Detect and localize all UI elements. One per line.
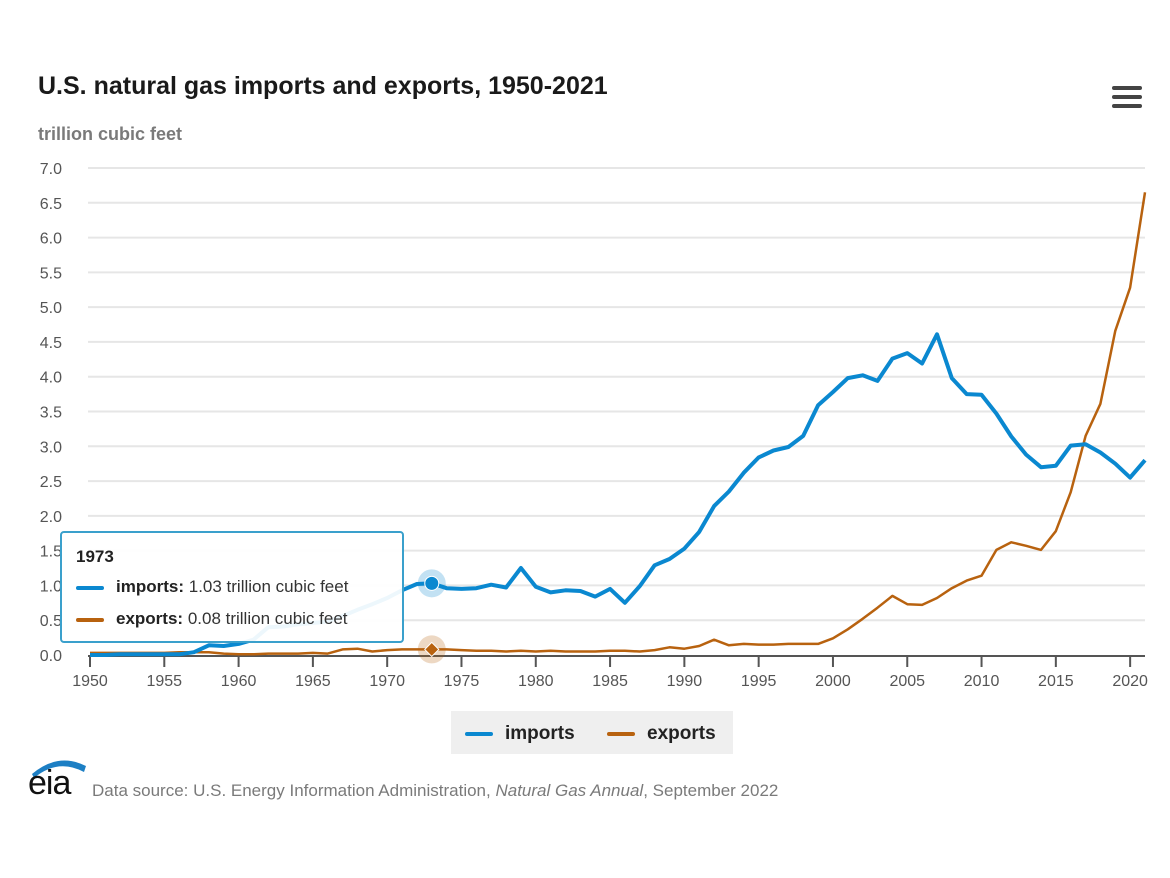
x-tick-label: 2020 xyxy=(1112,673,1148,690)
x-tick-label: 2005 xyxy=(889,673,925,690)
tooltip-value: 0.08 trillion cubic feet xyxy=(187,609,348,628)
exports-line xyxy=(90,192,1147,656)
chart-title: U.S. natural gas imports and exports, 19… xyxy=(38,72,608,100)
gridlines xyxy=(88,167,1145,622)
x-tick-label: 1955 xyxy=(146,673,182,690)
y-tick-label: 3.5 xyxy=(40,405,62,422)
x-tick-label: 2015 xyxy=(1038,673,1074,690)
legend: imports exports xyxy=(451,711,733,754)
x-tick-label: 1970 xyxy=(369,673,405,690)
x-tick-label: 1950 xyxy=(72,673,108,690)
legend-label: imports xyxy=(505,723,575,744)
source-suffix: , September 2022 xyxy=(643,781,779,800)
data-source: Data source: U.S. Energy Information Adm… xyxy=(92,781,778,801)
hamburger-menu-icon[interactable] xyxy=(1112,86,1142,110)
source-prefix: Data source: U.S. Energy Information Adm… xyxy=(92,781,496,800)
menu-bar xyxy=(1112,86,1142,90)
logo-text: eia xyxy=(28,764,71,802)
y-tick-label: 1.0 xyxy=(40,578,62,595)
y-tick-label: 2.5 xyxy=(40,474,62,491)
tooltip-row-exports: exports: 0.08 trillion cubic feet xyxy=(76,609,348,629)
x-axis: 1950 1955 1960 1965 1970 1975 1980 1985 1990 1995… xyxy=(72,655,1148,690)
legend-item-exports[interactable]: exports xyxy=(607,723,716,745)
line-chart: 0.0 0.5 1.0 1.5 2.0 2.5 3.0 3.5 4.0 4.5 5.0 5.5 6.0 6… xyxy=(40,161,1148,690)
x-tick-label: 1995 xyxy=(741,673,777,690)
tooltip-value: 1.03 trillion cubic feet xyxy=(188,577,349,596)
y-tick-label: 0.5 xyxy=(40,613,62,630)
legend-item-imports[interactable]: imports xyxy=(465,723,575,745)
y-tick-label: 5.0 xyxy=(40,300,62,317)
y-axis-ticks: 0.0 0.5 1.0 1.5 2.0 2.5 3.0 3.5 4.0 4.5 5.0 5.5 6.0 6… xyxy=(40,161,62,665)
y-tick-label: 4.5 xyxy=(40,335,62,352)
imports-swatch-icon xyxy=(76,585,104,590)
tooltip-year: 1973 xyxy=(76,547,114,566)
y-tick-label: 1.5 xyxy=(40,544,62,561)
y-tick-label: 3.0 xyxy=(40,439,62,456)
x-tick-label: 1980 xyxy=(518,673,554,690)
x-tick-label: 2010 xyxy=(964,673,1000,690)
y-tick-label: 4.0 xyxy=(40,370,62,387)
x-tick-label: 1990 xyxy=(667,673,703,690)
y-tick-label: 6.0 xyxy=(40,231,62,248)
x-tick-label: 1960 xyxy=(221,673,257,690)
tooltip-row-imports: imports: 1.03 trillion cubic feet xyxy=(76,577,348,597)
imports-highlight-point xyxy=(424,575,440,591)
logo-arc-icon xyxy=(32,760,86,778)
menu-bar xyxy=(1112,104,1142,108)
exports-line-icon xyxy=(607,731,635,736)
x-tick-label: 2000 xyxy=(815,673,851,690)
eia-logo: eia xyxy=(28,752,92,802)
y-tick-label: 7.0 xyxy=(40,161,62,178)
y-axis-units: trillion cubic feet xyxy=(38,124,183,144)
imports-line-icon xyxy=(465,731,493,736)
x-tick-label: 1975 xyxy=(444,673,480,690)
x-tick-label: 1985 xyxy=(592,673,628,690)
legend-label: exports xyxy=(647,723,716,744)
x-tick-label: 1965 xyxy=(295,673,331,690)
tooltip-label: imports: xyxy=(116,577,184,596)
y-tick-label: 5.5 xyxy=(40,265,62,282)
y-tick-label: 0.0 xyxy=(40,648,62,665)
tooltip-label: exports: xyxy=(116,609,184,628)
highlight-markers xyxy=(417,569,446,664)
tooltip: 1973 imports: 1.03 trillion cubic feet e… xyxy=(60,531,404,643)
menu-bar xyxy=(1112,95,1142,99)
source-publication: Natural Gas Annual xyxy=(495,781,644,800)
exports-highlight-point xyxy=(424,641,440,658)
y-tick-label: 6.5 xyxy=(40,196,62,213)
exports-swatch-icon xyxy=(76,617,104,622)
y-tick-label: 2.0 xyxy=(40,509,62,526)
